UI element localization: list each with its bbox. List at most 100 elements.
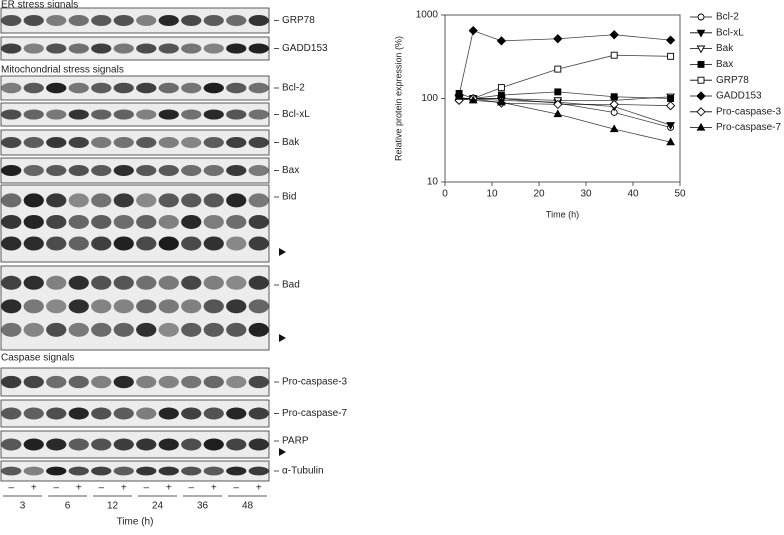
blot-band: [181, 407, 202, 420]
blot-band: [113, 275, 134, 290]
lane-sign: +: [166, 483, 172, 494]
blot-band: [113, 466, 134, 476]
blot-band: [1, 236, 22, 251]
blot-band: [46, 214, 67, 229]
arrowhead: [279, 334, 286, 342]
blot-band: [181, 236, 202, 251]
blot-band: [158, 137, 179, 148]
blot-band: [1, 165, 22, 176]
blot-label: GADD153: [282, 43, 328, 54]
blot-band: [248, 236, 269, 251]
blot-band: [91, 275, 112, 290]
blot-band: [91, 214, 112, 229]
blot-band: [23, 137, 44, 148]
blot-band: [203, 407, 224, 420]
y-tick-label: 1000: [416, 10, 439, 21]
blot-band: [203, 15, 224, 26]
blot-band: [226, 275, 247, 290]
blot-band: [248, 438, 269, 451]
data-point: [667, 52, 675, 60]
data-point: [609, 124, 619, 133]
blot-band: [136, 438, 157, 451]
blot-band: [91, 109, 112, 120]
blot-band: [226, 43, 247, 54]
x-axis-label: Time (h): [546, 209, 579, 219]
blot-panel: [0, 460, 270, 482]
blot-band: [203, 193, 224, 208]
blot-band: [226, 165, 247, 176]
blot-band: [46, 236, 67, 251]
series-line: [459, 54, 671, 99]
blot-band: [113, 236, 134, 251]
blot-band: [113, 375, 134, 389]
y-tick-label: 100: [421, 93, 438, 104]
blot-band: [68, 43, 89, 54]
legend-marker: [696, 91, 706, 101]
blot-band: [23, 214, 44, 229]
blot-band: [23, 407, 44, 420]
blot-band: [136, 275, 157, 290]
blot-band: [46, 407, 67, 420]
blot-band: [203, 275, 224, 290]
data-point: [667, 95, 675, 102]
blot-band: [203, 109, 224, 120]
lane-sign: –: [233, 483, 239, 494]
blot-band: [91, 299, 112, 314]
lane-time: 36: [197, 501, 209, 512]
blot-band: [158, 275, 179, 290]
blot-band: [181, 214, 202, 229]
blot-band: [158, 407, 179, 420]
lane-sign: +: [211, 483, 217, 494]
blot-band: [1, 193, 22, 208]
blot-band: [68, 466, 89, 476]
lane-sign: –: [8, 483, 14, 494]
blot-band: [1, 214, 22, 229]
data-point: [468, 95, 478, 104]
data-point: [553, 34, 563, 44]
blot-panel: [0, 367, 270, 397]
lane-time: 6: [65, 501, 71, 512]
blot-band: [203, 137, 224, 148]
x-tick-label: 20: [533, 189, 545, 200]
blot-panel: [0, 129, 270, 156]
blot-band: [203, 438, 224, 451]
blot-band: [226, 438, 247, 451]
blot-band: [181, 82, 202, 94]
blot-band: [181, 375, 202, 389]
legend-label: Pro-caspase-7: [716, 122, 781, 133]
blot-band: [158, 193, 179, 208]
lane-sign: +: [121, 483, 127, 494]
arrowhead: [279, 448, 286, 456]
blot-band: [136, 15, 157, 26]
lane-sign: –: [143, 483, 149, 494]
blot-band: [68, 322, 89, 337]
y-axis-label: Relative protein expression (%): [393, 36, 403, 161]
blot-band: [248, 109, 269, 120]
blot-band: [68, 165, 89, 176]
blot-band: [91, 322, 112, 337]
legend-marker: [696, 45, 706, 54]
blot-band: [136, 375, 157, 389]
blot-band: [248, 137, 269, 148]
blot-band: [23, 43, 44, 54]
blot-band: [226, 299, 247, 314]
blot-band: [46, 299, 67, 314]
blot-band: [1, 466, 22, 476]
blot-panel: [0, 265, 270, 351]
blot-band: [91, 407, 112, 420]
data-point: [610, 93, 618, 101]
blot-band: [113, 193, 134, 208]
blot-band: [91, 466, 112, 476]
blot-band: [181, 322, 202, 337]
lane-sign: –: [53, 483, 59, 494]
blot-band: [23, 193, 44, 208]
blot-band: [158, 15, 179, 26]
blot-band: [113, 43, 134, 54]
legend-marker: [697, 60, 705, 68]
legend-marker: [696, 122, 706, 131]
legend-label: GRP78: [716, 75, 749, 86]
blot-band: [23, 109, 44, 120]
blot-band: [248, 407, 269, 420]
blot-band: [23, 82, 44, 94]
blot-band: [1, 109, 22, 120]
